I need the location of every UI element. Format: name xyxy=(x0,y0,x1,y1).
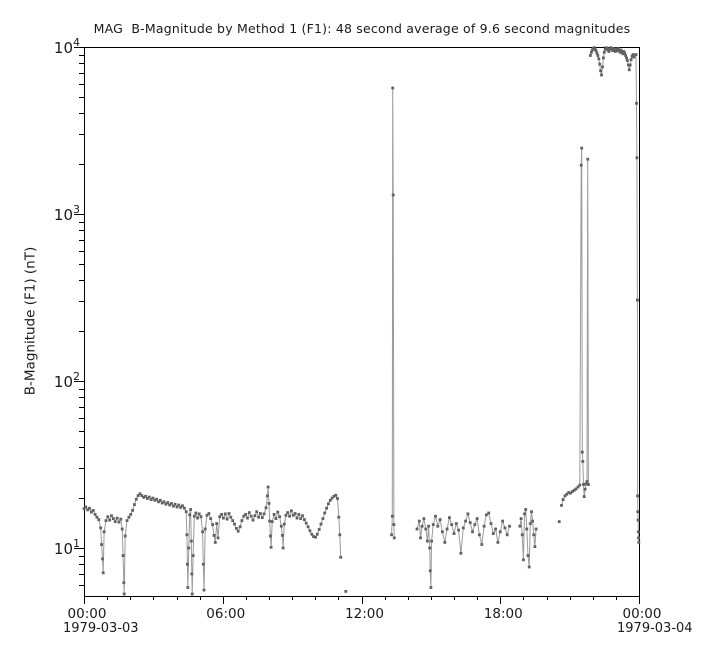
noon-spike-markers xyxy=(390,86,396,540)
afternoon-band-line xyxy=(416,512,510,588)
evening-cluster-markers xyxy=(518,508,538,569)
morning-band-markers xyxy=(82,485,343,596)
y-tick-label: 101 xyxy=(54,537,80,558)
x-tick-label: 06:00 xyxy=(206,606,245,622)
day-end-column-line xyxy=(635,54,640,543)
y-tick-label: 104 xyxy=(54,36,80,57)
x-tick-label: 00:00 xyxy=(68,606,107,622)
afternoon-band-markers xyxy=(415,511,511,589)
x-tick-label: 18:00 xyxy=(484,606,523,622)
late-morning-low-point-markers xyxy=(344,590,348,593)
x-axis-start-date: 1979-03-03 xyxy=(63,621,139,636)
isolated-point-markers xyxy=(557,520,561,523)
y-tick-label: 103 xyxy=(54,203,80,224)
axis-ticks xyxy=(74,47,640,604)
y-tick-label: 102 xyxy=(54,370,80,391)
y-tick-labels: 104 103 102 101 xyxy=(54,36,80,558)
x-tick-label: 12:00 xyxy=(345,606,384,622)
noon-spike-line xyxy=(391,87,395,538)
plot-border xyxy=(84,47,640,597)
data-series xyxy=(82,46,641,596)
x-tick-labels: 00:00 06:00 12:00 18:00 00:00 xyxy=(68,606,662,622)
storm-plateau-markers xyxy=(589,46,636,77)
pre-storm-rise-and-spikes-markers xyxy=(560,146,590,507)
x-axis-end-date: 1979-03-04 xyxy=(617,621,693,636)
day-end-column-markers xyxy=(634,53,641,544)
plot-title: MAG B-Magnitude by Method 1 (F1): 48 sec… xyxy=(93,21,631,36)
x-tick-label: 00:00 xyxy=(623,606,662,622)
pre-storm-rise-and-spikes-line xyxy=(561,148,589,506)
morning-band-line xyxy=(83,486,342,595)
